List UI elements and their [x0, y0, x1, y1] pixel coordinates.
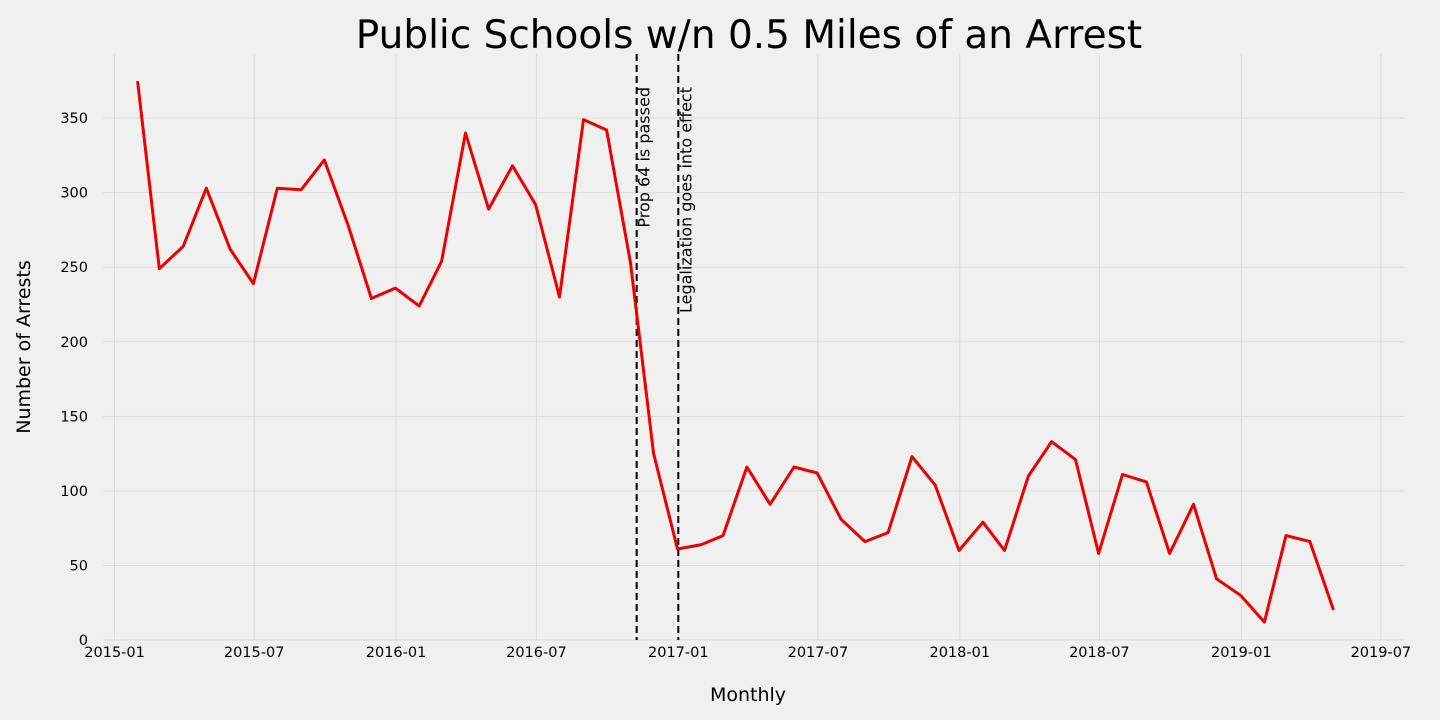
x-tick-label: 2016-01: [366, 645, 427, 661]
data-point: [721, 534, 725, 537]
data-point: [768, 503, 772, 506]
data-point: [815, 471, 819, 475]
data-point: [464, 131, 467, 135]
data-point: [1050, 440, 1053, 443]
data-point: [1145, 480, 1148, 484]
data-point: [1239, 594, 1242, 597]
y-tick-label: 150: [60, 409, 88, 425]
data-point: [981, 521, 985, 524]
data-point: [1027, 474, 1030, 478]
data-point: [933, 483, 937, 487]
data-point: [629, 261, 632, 264]
data-point: [1331, 607, 1335, 610]
data-point: [652, 452, 655, 455]
y-axis-label: Number of Arrests: [13, 260, 35, 434]
data-point: [676, 547, 679, 551]
y-tick-label: 350: [60, 111, 88, 127]
y-tick-label: 0: [79, 633, 88, 649]
data-point: [1074, 458, 1077, 461]
x-tick-label: 2015-01: [84, 645, 145, 661]
data-point: [1263, 620, 1266, 624]
x-tick-label: 2018-01: [929, 645, 990, 661]
data-point: [534, 203, 537, 206]
data-point: [1308, 540, 1312, 543]
y-tick-label: 250: [60, 260, 88, 276]
data-point: [417, 304, 421, 308]
data-point: [299, 188, 303, 191]
y-tick-label: 50: [70, 558, 88, 574]
data-point: [511, 164, 514, 168]
data-point: [487, 207, 490, 211]
event-annotation-label: Prop 64 is passed: [635, 87, 654, 228]
data-point: [863, 540, 867, 543]
data-point: [1192, 503, 1195, 506]
data-point: [582, 118, 585, 121]
data-point: [558, 295, 561, 299]
x-tick-label: 2015-07: [224, 645, 285, 661]
series-line: [136, 80, 1335, 624]
data-point: [700, 543, 703, 546]
data-point: [136, 81, 139, 84]
data-point: [323, 158, 326, 162]
data-point: [605, 128, 608, 132]
data-point: [394, 286, 397, 290]
x-axis-label: Monthly: [710, 684, 786, 706]
data-point: [205, 186, 208, 190]
data-point: [1097, 552, 1100, 555]
x-tick-label: 2018-07: [1069, 645, 1130, 661]
x-tick-label: 2019-01: [1211, 645, 1272, 661]
x-tick-label: 2016-07: [506, 645, 567, 661]
x-tick-label: 2017-07: [788, 645, 849, 661]
data-point: [370, 297, 373, 300]
data-point: [957, 549, 961, 552]
x-tick-label: 2019-07: [1351, 645, 1412, 661]
data-point: [182, 245, 185, 248]
data-point: [252, 282, 255, 285]
data-point: [276, 186, 279, 190]
y-tick-label: 100: [60, 484, 88, 500]
data-point: [158, 267, 161, 270]
y-tick-label: 300: [60, 186, 88, 202]
chart-title: Public Schools w/n 0.5 Miles of an Arres…: [356, 13, 1142, 58]
data-point: [1003, 549, 1006, 552]
data-point: [1284, 534, 1288, 537]
event-annotation-label: Legalization goes into effect: [676, 87, 695, 313]
data-point: [440, 260, 443, 263]
data-point: [1215, 577, 1218, 581]
data-point: [886, 531, 890, 534]
data-point: [792, 465, 796, 469]
y-tick-label: 200: [60, 335, 88, 351]
data-point: [745, 465, 749, 469]
data-point: [229, 248, 232, 251]
x-tick-label: 2017-01: [648, 645, 709, 661]
data-point: [347, 224, 350, 227]
data-point: [839, 518, 843, 521]
data-point: [910, 455, 914, 458]
data-point: [1121, 473, 1124, 476]
data-point: [1168, 552, 1171, 555]
